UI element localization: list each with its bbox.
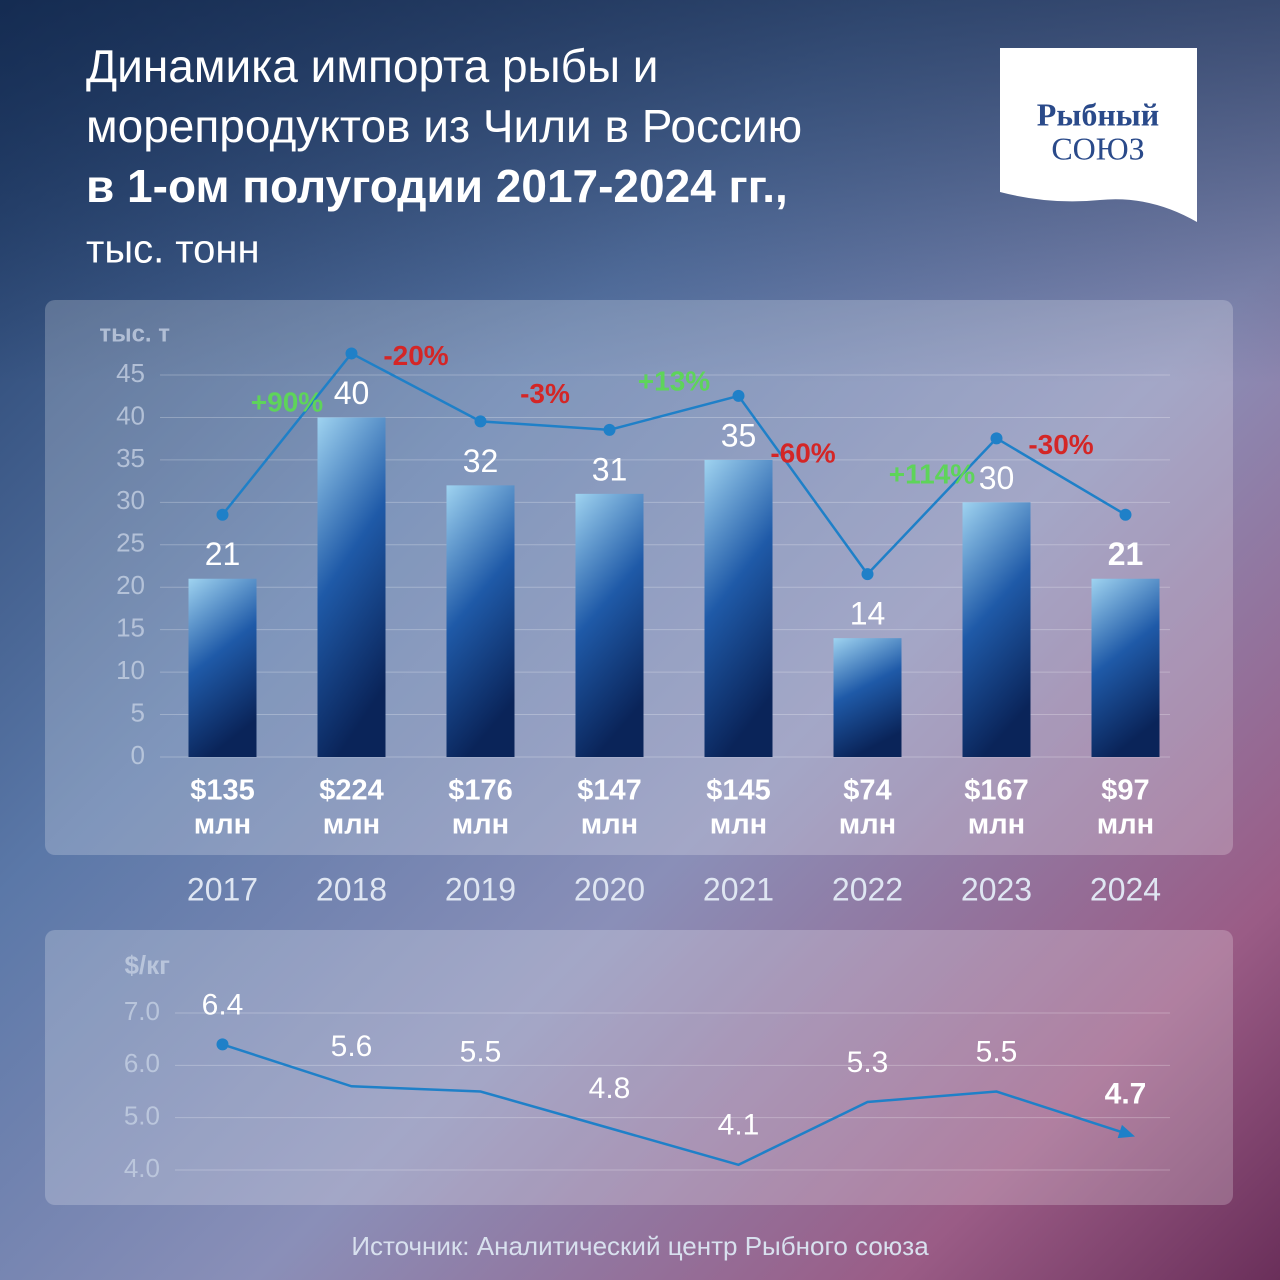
trend-point: [474, 415, 487, 428]
cost-label: $145: [706, 775, 771, 807]
x-tick-label: 2020: [574, 871, 645, 907]
data-label: 14: [850, 596, 886, 632]
trend-point: [345, 347, 358, 360]
cost-label: $97: [1101, 775, 1149, 807]
price-line: [222, 1043, 1126, 1167]
change-label: +13%: [638, 365, 710, 396]
cost-unit: млн: [839, 809, 896, 841]
cost-unit: млн: [581, 809, 638, 841]
change-label: -30%: [1028, 429, 1093, 460]
cost-unit: млн: [194, 809, 251, 841]
trend-point: [990, 432, 1003, 445]
data-label: 21: [205, 536, 241, 572]
bar: [575, 493, 644, 757]
y-tick-label: 45: [116, 358, 145, 388]
y-tick-label: 35: [116, 443, 145, 473]
data-label: 5.5: [976, 1035, 1018, 1068]
trend-point: [1119, 508, 1132, 521]
y-tick-label: 5: [131, 697, 145, 727]
y-tick-label: 15: [116, 613, 145, 643]
title-bold: в 1-ом полугодии 2017-2024 гг.,: [86, 160, 788, 212]
cost-unit: млн: [968, 809, 1025, 841]
end-arrow: [1117, 1124, 1136, 1139]
change-label: -60%: [770, 437, 835, 468]
data-label: 5.3: [847, 1046, 889, 1079]
change-label: +90%: [251, 386, 323, 417]
data-label: 5.5: [460, 1035, 502, 1068]
x-tick-label: 2022: [832, 871, 903, 907]
bar: [446, 485, 515, 757]
y-axis-label: $/кг: [124, 950, 170, 980]
cost-label: $147: [577, 775, 642, 807]
logo-box: [1000, 48, 1197, 222]
y-tick-label: 25: [116, 528, 145, 558]
y-tick-label: 4.0: [124, 1153, 160, 1183]
change-label: +114%: [889, 459, 976, 490]
x-tick-label: 2017: [187, 871, 258, 907]
subtitle: тыс. тонн: [86, 228, 260, 272]
trend-point: [603, 423, 616, 436]
change-label: -3%: [520, 378, 570, 409]
y-axis-label: тыс. т: [99, 320, 170, 347]
logo-text: СОЮЗ: [1051, 130, 1144, 166]
panel: [45, 930, 1233, 1205]
y-tick-label: 0: [131, 740, 145, 770]
y-tick-label: 6.0: [124, 1048, 160, 1078]
x-tick-label: 2024: [1090, 871, 1161, 907]
x-tick-label: 2019: [445, 871, 516, 907]
y-tick-label: 5.0: [124, 1101, 160, 1131]
data-label: 6.4: [202, 988, 244, 1021]
start-point: [216, 1038, 229, 1051]
cost-label: $224: [319, 775, 384, 807]
bar: [188, 578, 257, 757]
x-tick-label: 2023: [961, 871, 1032, 907]
trend-point: [216, 508, 229, 521]
title: Динамика импорта рыбы и: [86, 40, 658, 92]
data-label: 4.7: [1105, 1077, 1147, 1110]
data-label: 32: [463, 443, 499, 479]
change-label: -20%: [383, 340, 448, 371]
bar: [317, 417, 386, 757]
logo-text: Рыбный: [1037, 96, 1159, 132]
bar: [833, 638, 902, 757]
data-label: 30: [979, 460, 1015, 496]
trend-point: [732, 389, 745, 402]
cost-unit: млн: [452, 809, 509, 841]
cost-label: $135: [190, 775, 255, 807]
y-tick-label: 30: [116, 485, 145, 515]
cost-label: $74: [843, 775, 891, 807]
y-tick-label: 7.0: [124, 996, 160, 1026]
y-tick-label: 10: [116, 655, 145, 685]
cost-label: $167: [964, 775, 1029, 807]
bar: [704, 459, 773, 757]
bar: [962, 502, 1031, 757]
x-tick-label: 2021: [703, 871, 774, 907]
data-label: 4.1: [718, 1109, 760, 1142]
cost-unit: млн: [710, 809, 767, 841]
trend-point: [861, 568, 874, 581]
title: морепродуктов из Чили в Россию: [86, 100, 802, 152]
data-label: 31: [592, 451, 628, 487]
cost-unit: млн: [323, 809, 380, 841]
data-label: 21: [1108, 536, 1144, 572]
data-label: 40: [334, 375, 370, 411]
source: Источник: Аналитический центр Рыбного со…: [351, 1231, 929, 1261]
bar: [1091, 578, 1160, 757]
cost-unit: млн: [1097, 809, 1154, 841]
y-tick-label: 20: [116, 570, 145, 600]
x-tick-label: 2018: [316, 871, 387, 907]
data-label: 4.8: [589, 1072, 631, 1105]
trend-line: [221, 351, 1127, 577]
cost-label: $176: [448, 775, 513, 807]
y-tick-label: 40: [116, 400, 145, 430]
data-label: 35: [721, 417, 757, 453]
data-label: 5.6: [331, 1030, 373, 1063]
